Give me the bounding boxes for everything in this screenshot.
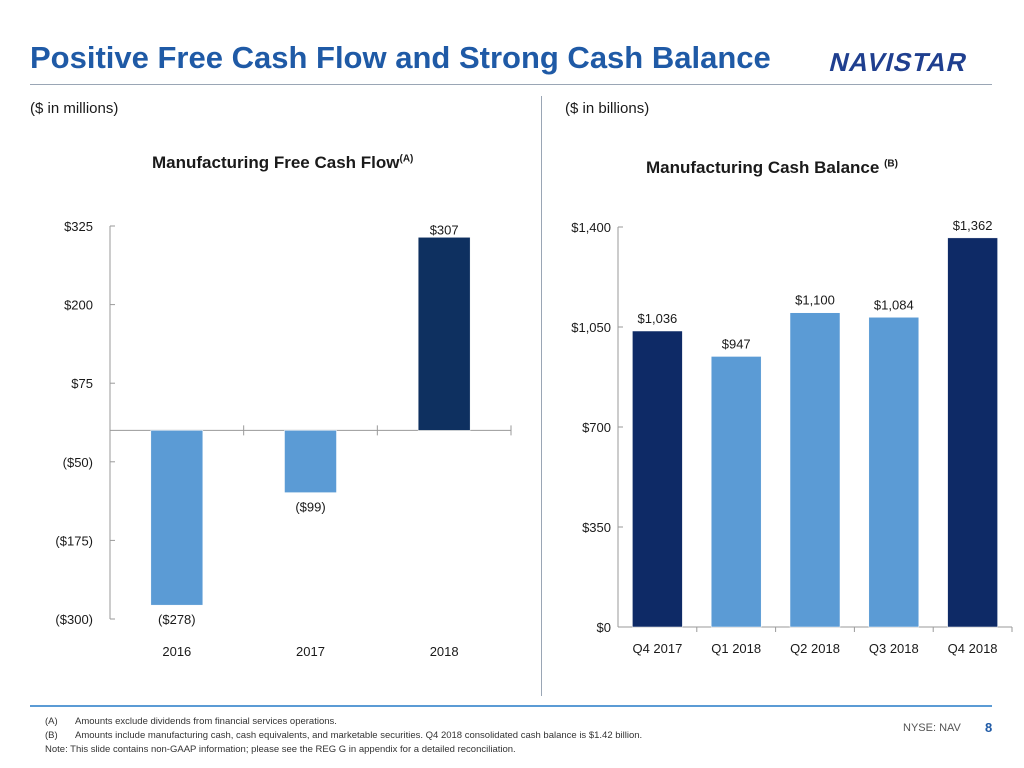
footnote-a-tag: (A) xyxy=(45,716,58,727)
header-divider xyxy=(30,84,992,85)
left-unit-label: ($ in millions) xyxy=(30,100,119,117)
fcf-x-tick-label: 2017 xyxy=(296,644,325,659)
cash-chart-title-note: (B) xyxy=(884,158,898,170)
fcf-data-label: ($278) xyxy=(158,612,196,627)
cash-data-label: $947 xyxy=(722,336,751,351)
cash-x-tick-label: Q3 2018 xyxy=(869,641,919,656)
fcf-chart-title: Manufacturing Free Cash Flow(A) xyxy=(152,153,413,173)
page-number: 8 xyxy=(985,720,993,735)
cash-x-tick-label: Q4 2017 xyxy=(632,641,682,656)
footer-divider xyxy=(30,705,992,707)
fcf-y-tick-label: ($50) xyxy=(63,455,93,470)
cash-bar-Q1-2018 xyxy=(710,356,762,628)
fcf-y-tick-label: ($300) xyxy=(55,612,93,627)
cash-chart-title-text: Manufacturing Cash Balance xyxy=(646,158,880,177)
fcf-bar-2018 xyxy=(417,237,471,431)
cash-data-label: $1,100 xyxy=(795,293,835,308)
page-title: Positive Free Cash Flow and Strong Cash … xyxy=(30,40,771,75)
fcf-chart-title-note: (A) xyxy=(399,153,414,165)
fcf-x-tick-label: 2018 xyxy=(430,644,459,659)
cash-bar-Q4-2017 xyxy=(632,330,683,628)
cash-bar-Q3-2018 xyxy=(868,317,920,628)
fcf-chart-title-text: Manufacturing Free Cash Flow xyxy=(152,153,400,172)
cash-x-tick-label: Q2 2018 xyxy=(790,641,840,656)
fcf-y-tick-label: $325 xyxy=(64,219,93,234)
fcf-y-tick-label: $75 xyxy=(71,376,93,391)
fcf-bar-2017 xyxy=(284,430,337,493)
cash-y-tick-label: $700 xyxy=(582,420,611,435)
cash-y-tick-label: $350 xyxy=(582,520,611,535)
cash-data-label: $1,362 xyxy=(953,218,993,233)
stock-ticker: NYSE: NAV xyxy=(903,722,961,734)
cash-y-tick-label: $1,050 xyxy=(571,320,611,335)
cash-chart-title: Manufacturing Cash Balance (B) xyxy=(646,158,898,178)
cash-y-tick-label: $0 xyxy=(597,620,611,635)
fcf-y-tick-label: ($175) xyxy=(55,533,93,548)
fcf-x-tick-label: 2016 xyxy=(162,644,191,659)
cash-x-tick-label: Q1 2018 xyxy=(711,641,761,656)
cash-data-label: $1,036 xyxy=(638,311,678,326)
footnote-a-text: Amounts exclude dividends from financial… xyxy=(75,716,337,727)
fcf-y-tick-label: $200 xyxy=(64,298,93,313)
logo-text: NAVISTAR xyxy=(827,47,971,75)
right-unit-label: ($ in billions) xyxy=(565,100,650,117)
footnote-note: Note: This slide contains non-GAAP infor… xyxy=(45,744,516,755)
footnote-b: (B) Amounts include manufacturing cash, c… xyxy=(45,730,642,741)
footnote-b-text: Amounts include manufacturing cash, cash… xyxy=(75,730,643,741)
cash-bar-Q2-2018 xyxy=(789,312,841,628)
cash-data-label: $1,084 xyxy=(874,297,914,312)
fcf-data-label: ($99) xyxy=(295,500,325,515)
footnote-b-tag: (B) xyxy=(45,730,58,741)
navistar-logo: NAVISTAR xyxy=(826,47,992,80)
cash-y-tick-label: $1,400 xyxy=(571,220,611,235)
fcf-data-label: $307 xyxy=(430,222,459,237)
cash-x-tick-label: Q4 2018 xyxy=(948,641,998,656)
fcf-bar-2016 xyxy=(150,430,204,606)
footnote-a: (A) Amounts exclude dividends from financ… xyxy=(45,716,337,727)
cash-bar-Q4-2018 xyxy=(947,237,998,628)
panel-divider xyxy=(541,96,542,696)
